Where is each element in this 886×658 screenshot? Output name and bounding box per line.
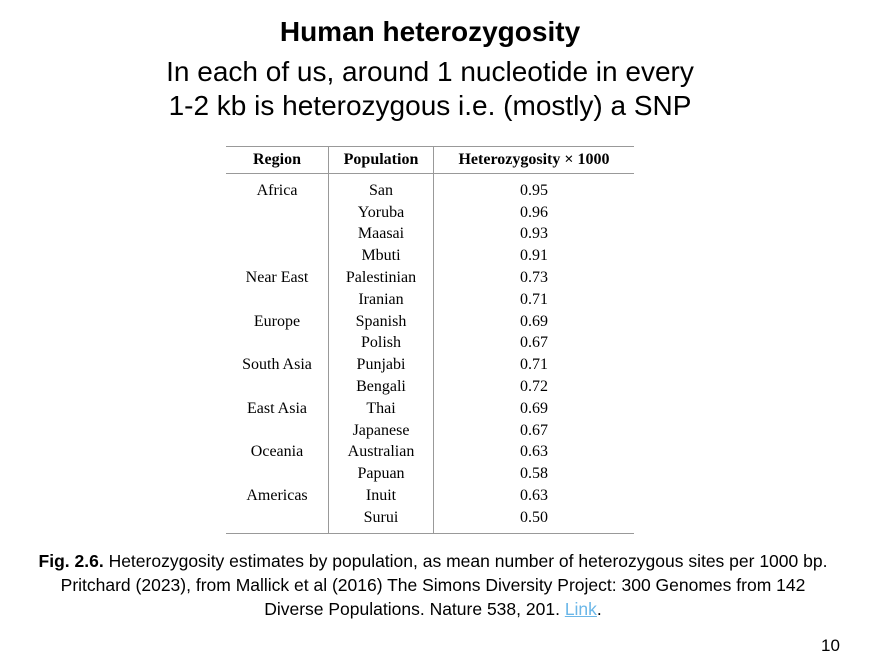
column-header: Population — [328, 146, 434, 174]
caption: Fig. 2.6. Heterozygosity estimates by po… — [38, 549, 828, 621]
table-cell — [226, 463, 329, 486]
table-row: South Asia Punjabi 0.71 — [226, 354, 634, 377]
table-cell: 0.96 — [520, 203, 548, 221]
table-row: Japanese 0.67 — [226, 419, 634, 442]
table: Region Population Heterozygosity × 1000 Af… — [226, 146, 634, 534]
link[interactable]: Link — [564, 599, 597, 619]
table-cell: 0.67 — [520, 334, 548, 352]
table-cell: 0.91 — [520, 247, 548, 265]
table-cell: San — [328, 173, 434, 202]
table-cell: 0.69 — [520, 399, 548, 417]
table-row: Iranian 0.71 — [226, 288, 634, 311]
table-cell — [226, 245, 329, 268]
table-row: Maasai 0.93 — [226, 223, 634, 246]
table-cell: 0.71 — [520, 356, 548, 374]
table-cell: Iranian — [328, 288, 434, 311]
table-cell — [226, 223, 329, 246]
table-cell: Spanish — [328, 310, 434, 333]
table-cell: Bengali — [328, 376, 434, 398]
table-cell: 0.58 — [520, 465, 548, 483]
table-cell: Inuit — [328, 485, 434, 507]
table-cell: 0.63 — [520, 443, 548, 461]
title: Human heterozygosity — [279, 16, 581, 47]
table-row: Europe Spanish 0.69 — [226, 310, 634, 333]
table-row: Near East Palestinian 0.73 — [226, 267, 634, 289]
table-cell: 0.93 — [520, 225, 548, 243]
table-cell — [226, 201, 329, 224]
table-cell: 0.72 — [520, 378, 548, 396]
table-cell: Oceania — [226, 441, 329, 464]
table-cell: Africa — [226, 173, 329, 202]
table-row: Yoruba 0.96 — [226, 201, 634, 224]
table-cell: Punjabi — [328, 354, 434, 377]
table-cell: Americas — [226, 485, 329, 507]
table-cell: East Asia — [226, 397, 329, 420]
table-row: Polish 0.67 — [226, 332, 634, 355]
caption-end: . — [596, 599, 602, 619]
table-cell: Mbuti — [328, 245, 434, 268]
table-cell: Surui — [328, 506, 434, 534]
table-cell: Palestinian — [328, 267, 434, 289]
table-row: Africa San 0.95 — [226, 173, 634, 202]
table-cell: Near East — [226, 267, 329, 289]
table-cell — [226, 506, 329, 534]
table-row: East Asia Thai 0.69 — [226, 397, 634, 420]
table-cell: Japanese — [328, 419, 434, 442]
table-row: Bengali 0.72 — [226, 376, 634, 398]
table-cell — [226, 419, 329, 442]
column-header: Heterozygosity × 1000 — [433, 146, 634, 174]
table-cell: 0.63 — [520, 487, 548, 505]
table-cell: 0.73 — [520, 269, 548, 287]
table-cell: 0.69 — [520, 312, 548, 330]
table-row: Oceania Australian 0.63 — [226, 441, 634, 464]
table-cell: Thai — [328, 397, 434, 420]
table-cell: Maasai — [328, 223, 434, 246]
table-cell — [226, 288, 329, 311]
table-row: Surui 0.50 — [226, 506, 634, 534]
table-row: Mbuti 0.91 — [226, 245, 634, 268]
table-cell: 0.95 — [520, 181, 548, 199]
caption-text: Heterozygosity estimates by population, … — [60, 551, 828, 619]
table-cell: 0.67 — [520, 421, 548, 439]
table-row: Papuan 0.58 — [226, 463, 634, 486]
table-cell — [226, 376, 329, 398]
table-cell: Papuan — [328, 463, 434, 486]
table-cell — [226, 332, 329, 355]
table-cell: 0.50 — [433, 506, 634, 534]
column-header: Region — [226, 146, 329, 174]
table-cell: 0.71 — [520, 290, 548, 308]
table-cell: South Asia — [226, 354, 329, 377]
page-number: 10 — [821, 636, 840, 655]
table-cell: Yoruba — [328, 201, 434, 224]
table-cell: Europe — [226, 310, 329, 333]
subtitle: In each of us, around 1 nucleotide in ev… — [166, 56, 694, 87]
header-row: Region Population Heterozygosity × 1000 — [226, 146, 634, 174]
table-row: Americas Inuit 0.63 — [226, 485, 634, 507]
table-cell: Australian — [328, 441, 434, 464]
table-body: Africa San 0.95 Yoruba 0.96 Maasai 0.93 Mbuti 0.… — [226, 173, 634, 534]
subtitle: 1-2 kb is heterozygous i.e. (mostly) a S… — [168, 90, 692, 121]
table-cell: Polish — [328, 332, 434, 355]
caption-label: Fig. 2.6. — [38, 551, 104, 571]
